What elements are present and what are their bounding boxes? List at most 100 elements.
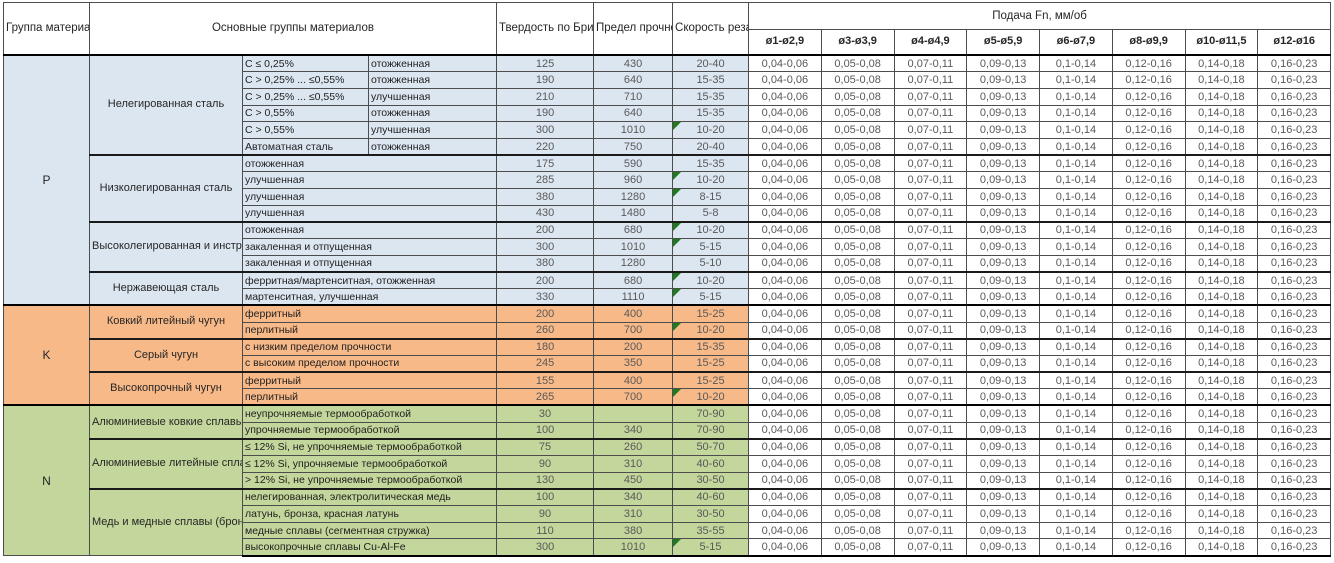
cell-feed-8[interactable]: 0,16-0,23 bbox=[1257, 121, 1332, 139]
cell-strength-rm[interactable]: 1010 bbox=[593, 238, 674, 256]
cell-feed-2[interactable]: 0,05-0,08 bbox=[820, 254, 895, 273]
cell-feed-2[interactable]: 0,05-0,08 bbox=[820, 388, 895, 406]
cell-condition[interactable]: с низким пределом прочности bbox=[241, 337, 498, 356]
cell-feed-5[interactable]: 0,1-0,14 bbox=[1039, 220, 1113, 240]
cell-condition[interactable]: закаленная и отпущенная bbox=[241, 254, 498, 273]
cell-feed-8[interactable]: 0,16-0,23 bbox=[1257, 487, 1332, 507]
cell-feed-3[interactable]: 0,07-0,11 bbox=[893, 404, 968, 423]
cell-feed-2[interactable]: 0,05-0,08 bbox=[820, 354, 895, 373]
cell-feed-8[interactable]: 0,16-0,23 bbox=[1257, 188, 1332, 206]
cell-feed-8[interactable]: 0,16-0,23 bbox=[1257, 54, 1332, 73]
cell-feed-5[interactable]: 0,1-0,14 bbox=[1039, 471, 1113, 490]
cell-feed-6[interactable]: 0,12-0,16 bbox=[1111, 505, 1186, 523]
cell-feed-2[interactable]: 0,05-0,08 bbox=[820, 171, 895, 189]
cell-feed-6[interactable]: 0,12-0,16 bbox=[1111, 104, 1186, 123]
cell-feed-1[interactable]: 0,04-0,06 bbox=[748, 521, 822, 540]
cell-strength-rm[interactable]: 710 bbox=[593, 87, 674, 106]
cell-subgroup-name[interactable]: Медь и медные сплавы (бронза/латунь) bbox=[89, 487, 243, 557]
cell-cutting-speed-vc[interactable]: 20-40 bbox=[672, 137, 750, 156]
cell-feed-3[interactable]: 0,07-0,11 bbox=[893, 104, 968, 123]
cell-feed-7[interactable]: 0,14-0,18 bbox=[1184, 71, 1259, 89]
cell-feed-5[interactable]: 0,1-0,14 bbox=[1039, 204, 1113, 223]
cell-feed-5[interactable]: 0,1-0,14 bbox=[1039, 188, 1113, 206]
cell-feed-3[interactable]: 0,07-0,11 bbox=[893, 87, 968, 106]
cell-feed-5[interactable]: 0,1-0,14 bbox=[1039, 371, 1113, 390]
cell-feed-4[interactable]: 0,09-0,13 bbox=[966, 121, 1041, 139]
cell-strength-rm[interactable]: 700 bbox=[593, 321, 674, 340]
cell-subgroup-name[interactable]: Нержавеющая сталь bbox=[89, 270, 243, 306]
cell-subgroup-name[interactable]: Высоколегированная и инструментальная ст… bbox=[89, 220, 243, 273]
header-main-material-groups[interactable]: Основные группы материалов bbox=[88, 2, 498, 56]
cell-cutting-speed-vc[interactable]: 15-25 bbox=[672, 371, 750, 390]
cell-cutting-speed-vc[interactable]: 8-15 bbox=[672, 188, 750, 206]
cell-condition[interactable]: ферритный bbox=[241, 371, 498, 390]
cell-feed-6[interactable]: 0,12-0,16 bbox=[1111, 538, 1186, 557]
cell-feed-3[interactable]: 0,07-0,11 bbox=[893, 270, 968, 290]
cell-feed-8[interactable]: 0,16-0,23 bbox=[1257, 270, 1332, 290]
cell-feed-6[interactable]: 0,12-0,16 bbox=[1111, 521, 1186, 540]
cell-hardness-hb[interactable]: 190 bbox=[496, 104, 595, 123]
cell-feed-5[interactable]: 0,1-0,14 bbox=[1039, 104, 1113, 123]
cell-feed-7[interactable]: 0,14-0,18 bbox=[1184, 288, 1259, 306]
cell-feed-8[interactable]: 0,16-0,23 bbox=[1257, 304, 1332, 323]
cell-cutting-speed-vc[interactable]: 5-15 bbox=[672, 288, 750, 306]
cell-feed-1[interactable]: 0,04-0,06 bbox=[748, 304, 822, 323]
cell-hardness-hb[interactable]: 220 bbox=[496, 137, 595, 156]
cell-feed-7[interactable]: 0,14-0,18 bbox=[1184, 171, 1259, 189]
cell-strength-rm[interactable]: 1010 bbox=[593, 121, 674, 139]
cell-feed-4[interactable]: 0,09-0,13 bbox=[966, 171, 1041, 189]
cell-hardness-hb[interactable]: 380 bbox=[496, 254, 595, 273]
cell-condition[interactable]: > 12% Si, не упрочняемые термообработкой bbox=[241, 471, 498, 490]
cell-feed-1[interactable]: 0,04-0,06 bbox=[748, 354, 822, 373]
cell-feed-1[interactable]: 0,04-0,06 bbox=[748, 337, 822, 356]
cell-feed-1[interactable]: 0,04-0,06 bbox=[748, 254, 822, 273]
feed-diameter-col-3[interactable]: ø4-ø4,9 bbox=[893, 29, 968, 56]
cell-feed-7[interactable]: 0,14-0,18 bbox=[1184, 270, 1259, 290]
cell-feed-2[interactable]: 0,05-0,08 bbox=[820, 437, 895, 456]
cell-feed-6[interactable]: 0,12-0,16 bbox=[1111, 154, 1186, 173]
cell-feed-3[interactable]: 0,07-0,11 bbox=[893, 521, 968, 540]
cell-condition[interactable]: неупрочняемые термообработкой bbox=[241, 404, 498, 423]
cell-state[interactable]: улучшенная bbox=[367, 87, 498, 106]
cell-cutting-speed-vc[interactable]: 10-20 bbox=[672, 220, 750, 240]
cell-feed-2[interactable]: 0,05-0,08 bbox=[820, 238, 895, 256]
cell-feed-3[interactable]: 0,07-0,11 bbox=[893, 188, 968, 206]
cell-feed-1[interactable]: 0,04-0,06 bbox=[748, 471, 822, 490]
cell-feed-8[interactable]: 0,16-0,23 bbox=[1257, 321, 1332, 340]
cell-feed-7[interactable]: 0,14-0,18 bbox=[1184, 238, 1259, 256]
cell-condition[interactable]: закаленная и отпущенная bbox=[241, 238, 498, 256]
cell-feed-6[interactable]: 0,12-0,16 bbox=[1111, 238, 1186, 256]
cell-feed-4[interactable]: 0,09-0,13 bbox=[966, 337, 1041, 356]
cell-feed-5[interactable]: 0,1-0,14 bbox=[1039, 71, 1113, 89]
cell-feed-2[interactable]: 0,05-0,08 bbox=[820, 71, 895, 89]
cell-feed-8[interactable]: 0,16-0,23 bbox=[1257, 220, 1332, 240]
cell-condition[interactable]: C ≤ 0,25% bbox=[242, 54, 369, 73]
cell-feed-6[interactable]: 0,12-0,16 bbox=[1111, 487, 1186, 507]
cell-strength-rm[interactable]: 430 bbox=[593, 54, 674, 73]
cell-feed-1[interactable]: 0,04-0,06 bbox=[748, 204, 822, 223]
cell-feed-8[interactable]: 0,16-0,23 bbox=[1257, 137, 1332, 156]
cell-hardness-hb[interactable]: 125 bbox=[496, 54, 595, 73]
cell-cutting-speed-vc[interactable]: 15-25 bbox=[672, 304, 750, 323]
cell-feed-6[interactable]: 0,12-0,16 bbox=[1111, 87, 1186, 106]
cell-feed-8[interactable]: 0,16-0,23 bbox=[1257, 505, 1332, 523]
cell-feed-6[interactable]: 0,12-0,16 bbox=[1111, 354, 1186, 373]
cell-condition[interactable]: упрочняемые термообработкой bbox=[241, 421, 498, 440]
cell-feed-8[interactable]: 0,16-0,23 bbox=[1257, 238, 1332, 256]
cell-hardness-hb[interactable]: 245 bbox=[496, 354, 595, 373]
cell-strength-rm[interactable]: 350 bbox=[593, 354, 674, 373]
cell-feed-7[interactable]: 0,14-0,18 bbox=[1184, 388, 1259, 406]
cell-feed-7[interactable]: 0,14-0,18 bbox=[1184, 471, 1259, 490]
cell-feed-6[interactable]: 0,12-0,16 bbox=[1111, 220, 1186, 240]
feed-diameter-col-8[interactable]: ø12-ø16 bbox=[1257, 29, 1332, 56]
cell-subgroup-name[interactable]: Серый чугун bbox=[89, 337, 243, 373]
cell-hardness-hb[interactable]: 210 bbox=[496, 87, 595, 106]
cell-feed-6[interactable]: 0,12-0,16 bbox=[1111, 371, 1186, 390]
cell-condition[interactable]: мартенситная, улучшенная bbox=[241, 288, 498, 306]
cell-feed-3[interactable]: 0,07-0,11 bbox=[893, 505, 968, 523]
header-tensile-strength[interactable]: Предел прочности Rm, Н/мм2 bbox=[593, 2, 674, 56]
cell-cutting-speed-vc[interactable]: 15-35 bbox=[672, 154, 750, 173]
cell-cutting-speed-vc[interactable]: 40-60 bbox=[672, 487, 750, 507]
cell-hardness-hb[interactable]: 260 bbox=[496, 321, 595, 340]
cell-cutting-speed-vc[interactable]: 15-35 bbox=[672, 104, 750, 123]
